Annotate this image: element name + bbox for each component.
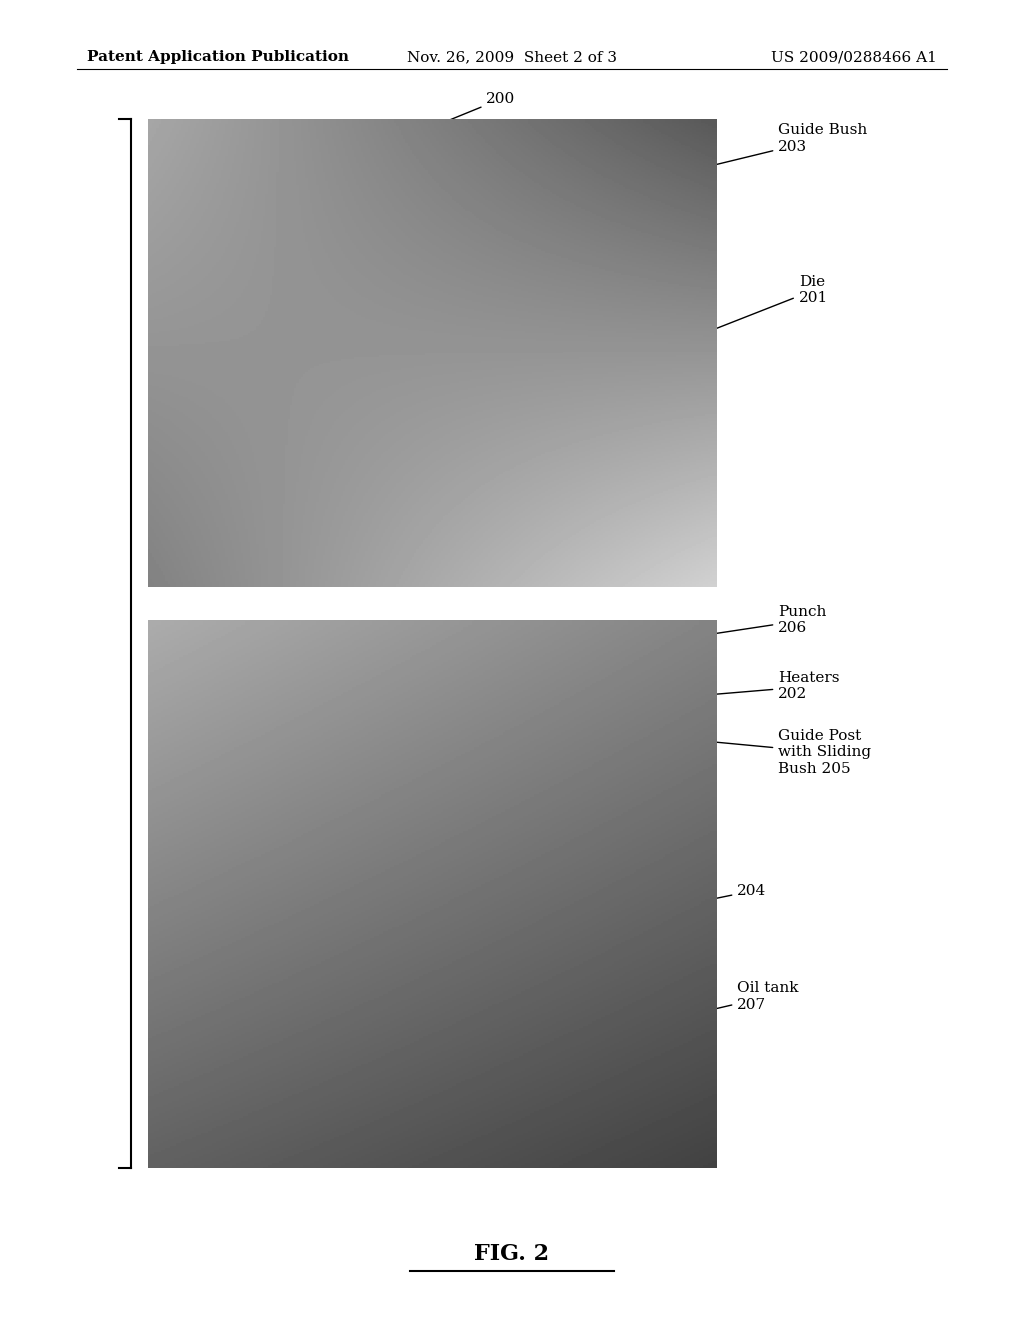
Text: 200: 200 — [397, 92, 516, 141]
Text: Guide Bush
203: Guide Bush 203 — [636, 124, 867, 185]
Text: Die
201: Die 201 — [648, 276, 828, 355]
Text: US 2009/0288466 A1: US 2009/0288466 A1 — [771, 50, 937, 65]
Text: Punch
206: Punch 206 — [587, 606, 826, 653]
Text: FIG. 2: FIG. 2 — [474, 1242, 550, 1265]
Text: Heaters
202: Heaters 202 — [607, 672, 840, 704]
Text: Oil tank
207: Oil tank 207 — [617, 982, 799, 1032]
Text: 204: 204 — [658, 884, 767, 911]
Text: Guide Post
with Sliding
Bush 205: Guide Post with Sliding Bush 205 — [617, 729, 871, 776]
Text: Patent Application Publication: Patent Application Publication — [87, 50, 349, 65]
Text: Nov. 26, 2009  Sheet 2 of 3: Nov. 26, 2009 Sheet 2 of 3 — [407, 50, 617, 65]
